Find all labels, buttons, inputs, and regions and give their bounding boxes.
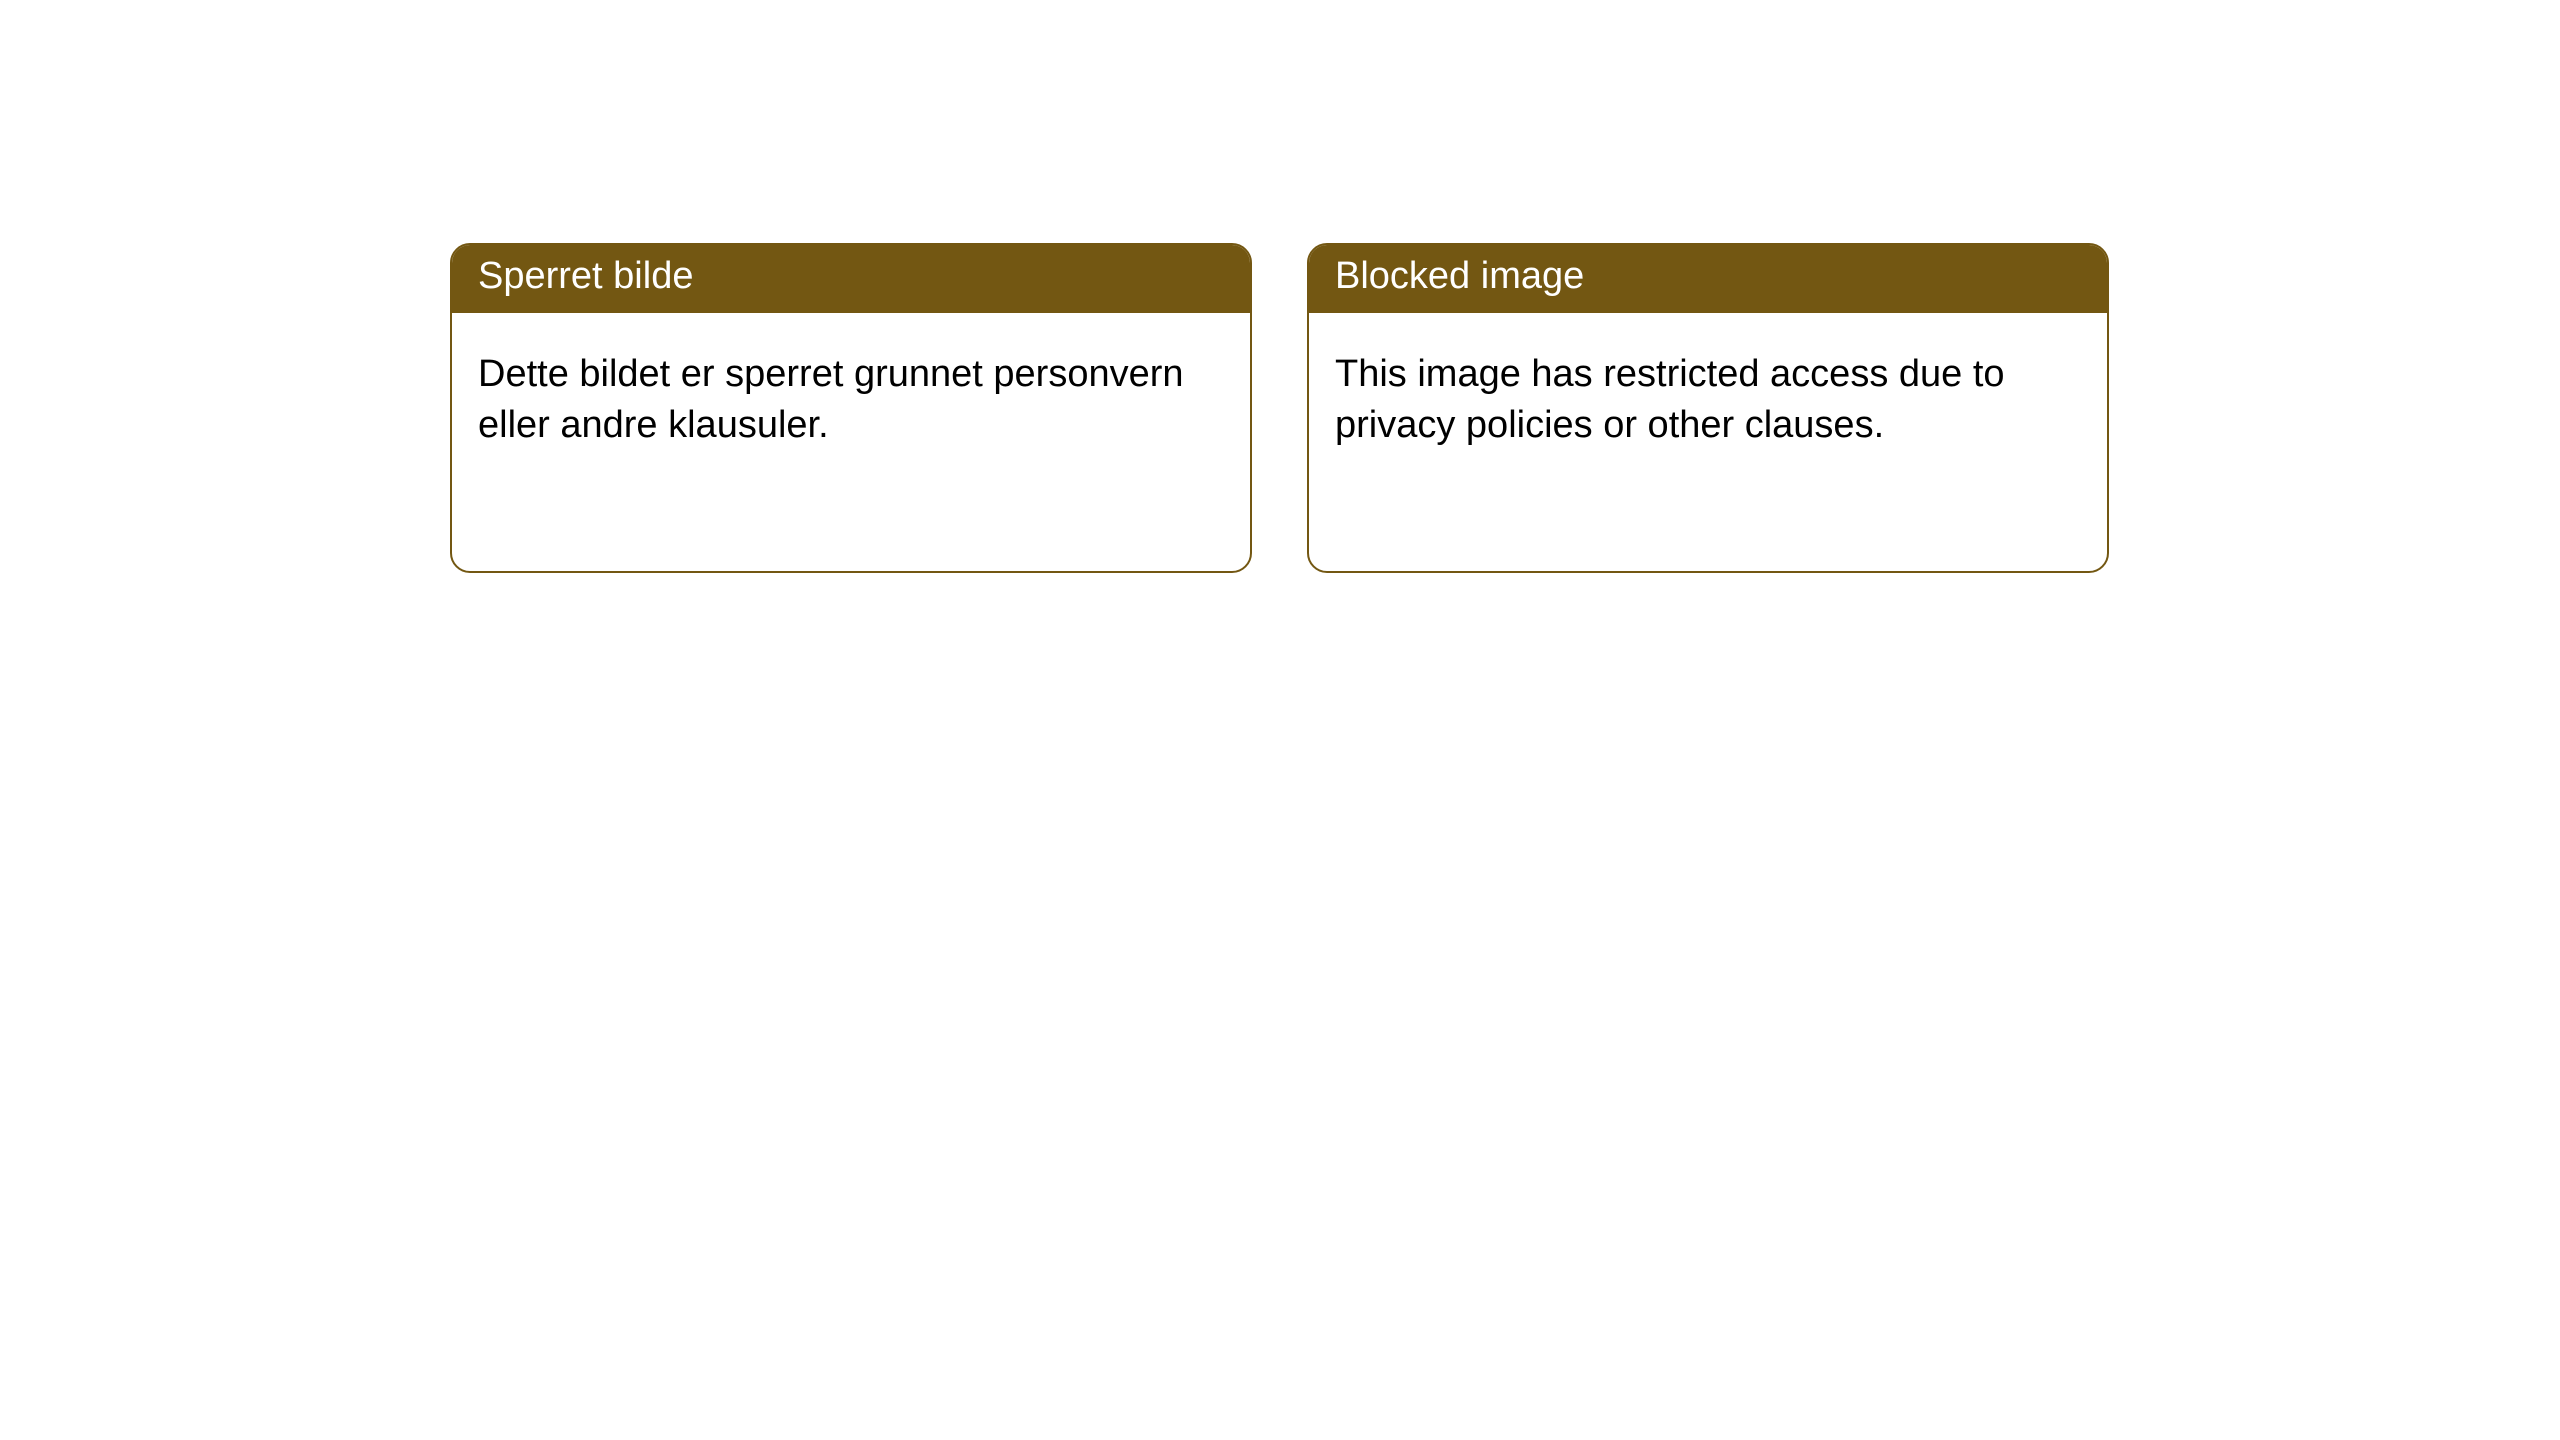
card-title: Blocked image <box>1335 255 1584 297</box>
card-title: Sperret bilde <box>478 255 693 297</box>
card-header: Blocked image <box>1309 245 2107 313</box>
blocked-image-card-english: Blocked image This image has restricted … <box>1307 243 2109 573</box>
blocked-image-card-norwegian: Sperret bilde Dette bildet er sperret gr… <box>450 243 1252 573</box>
card-message: This image has restricted access due to … <box>1335 353 2005 446</box>
cards-container: Sperret bilde Dette bildet er sperret gr… <box>0 0 2560 573</box>
card-message: Dette bildet er sperret grunnet personve… <box>478 353 1184 446</box>
card-header: Sperret bilde <box>452 245 1250 313</box>
card-body: This image has restricted access due to … <box>1309 313 2107 478</box>
card-body: Dette bildet er sperret grunnet personve… <box>452 313 1250 478</box>
